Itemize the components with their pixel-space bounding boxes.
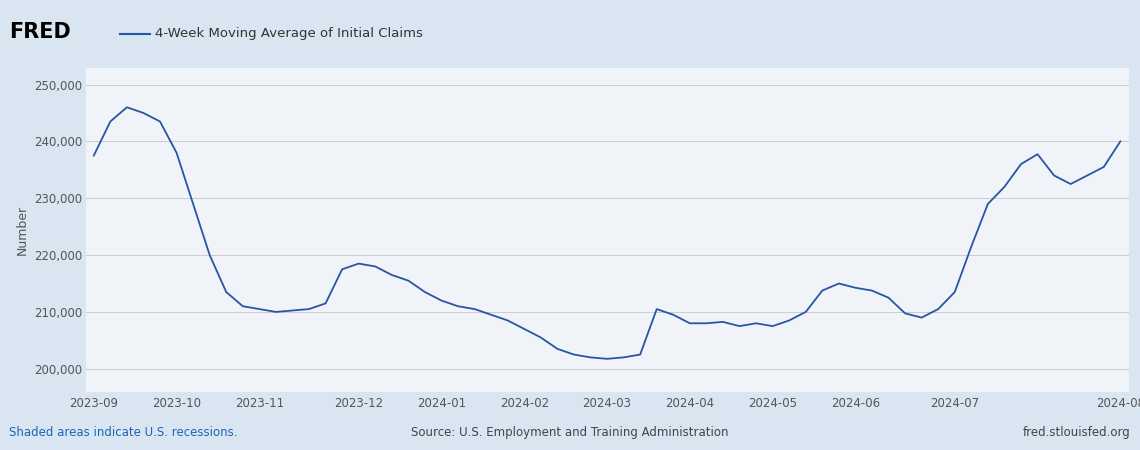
- Text: FRED: FRED: [9, 22, 71, 42]
- Y-axis label: Number: Number: [16, 204, 28, 255]
- Text: Source: U.S. Employment and Training Administration: Source: U.S. Employment and Training Adm…: [412, 426, 728, 439]
- Text: 4-Week Moving Average of Initial Claims: 4-Week Moving Average of Initial Claims: [155, 27, 423, 40]
- Text: fred.stlouisfed.org: fred.stlouisfed.org: [1023, 426, 1131, 439]
- Text: Shaded areas indicate U.S. recessions.: Shaded areas indicate U.S. recessions.: [9, 426, 237, 439]
